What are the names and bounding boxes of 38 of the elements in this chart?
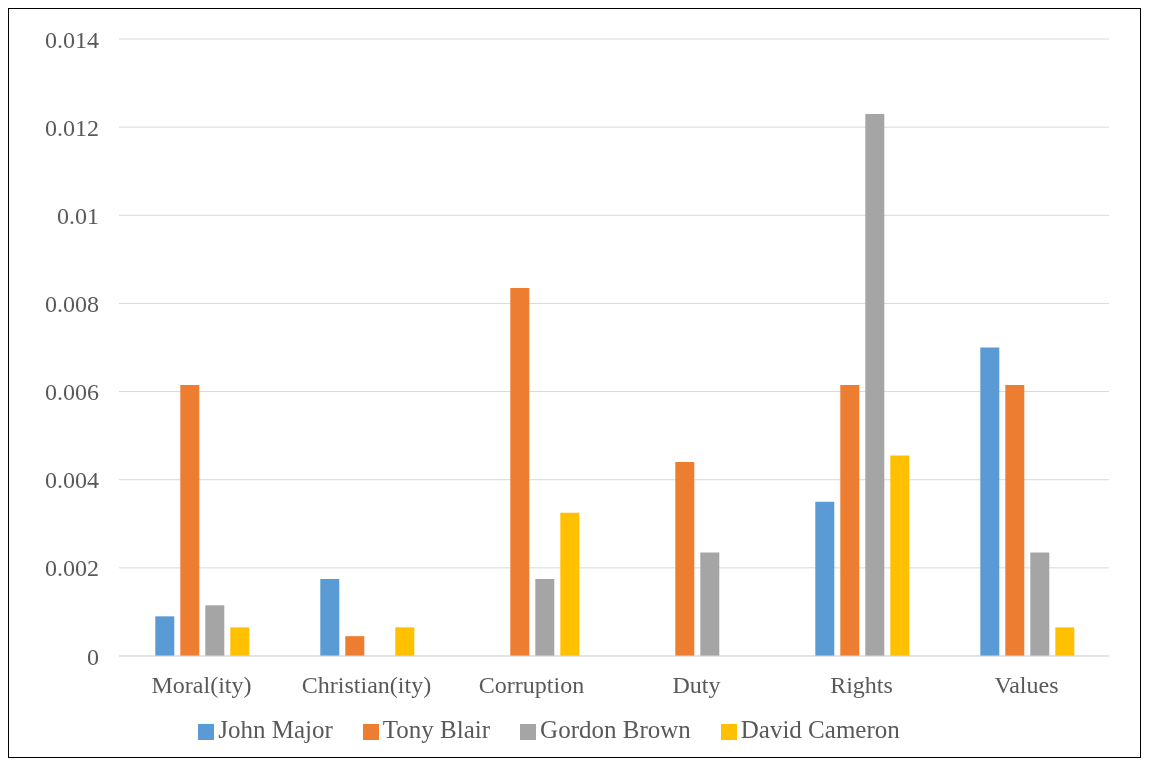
x-tick-label: Christian(ity) — [301, 672, 432, 699]
bar — [345, 636, 365, 656]
bar — [815, 501, 835, 656]
bar — [180, 384, 200, 656]
x-tick-label: Rights — [830, 672, 893, 699]
bar — [205, 605, 225, 656]
legend-label: Gordon Brown — [540, 716, 691, 743]
bar — [865, 113, 885, 656]
x-tick-label: Values — [994, 672, 1059, 699]
bar — [560, 512, 580, 656]
bar — [1055, 627, 1075, 656]
bar — [890, 455, 910, 656]
y-tick-label: 0 — [87, 643, 99, 670]
y-tick-label: 0.002 — [45, 555, 99, 582]
bar — [320, 578, 340, 656]
bar — [535, 578, 555, 656]
y-tick-label: 0.004 — [45, 467, 99, 494]
bar — [980, 347, 1000, 656]
bar — [700, 552, 720, 656]
y-tick-label: 0.006 — [45, 379, 99, 406]
x-tick-label: Moral(ity) — [151, 672, 252, 699]
legend-label: David Cameron — [740, 716, 900, 743]
bar — [1030, 552, 1050, 656]
bar — [1005, 384, 1025, 656]
bar — [230, 627, 250, 656]
bar — [675, 462, 695, 656]
bar — [840, 384, 860, 656]
bar — [155, 616, 175, 656]
legend-label: John Major — [218, 716, 333, 743]
bar — [395, 627, 415, 656]
y-tick-label: 0.01 — [57, 202, 99, 229]
legend-label: Tony Blair — [382, 716, 491, 743]
y-tick-label: 0.008 — [45, 290, 99, 317]
y-tick-label: 0.012 — [45, 114, 99, 141]
x-tick-label: Corruption — [478, 672, 585, 699]
bar — [510, 288, 530, 656]
y-tick-label: 0.014 — [45, 26, 99, 53]
x-tick-label: Duty — [672, 672, 721, 699]
